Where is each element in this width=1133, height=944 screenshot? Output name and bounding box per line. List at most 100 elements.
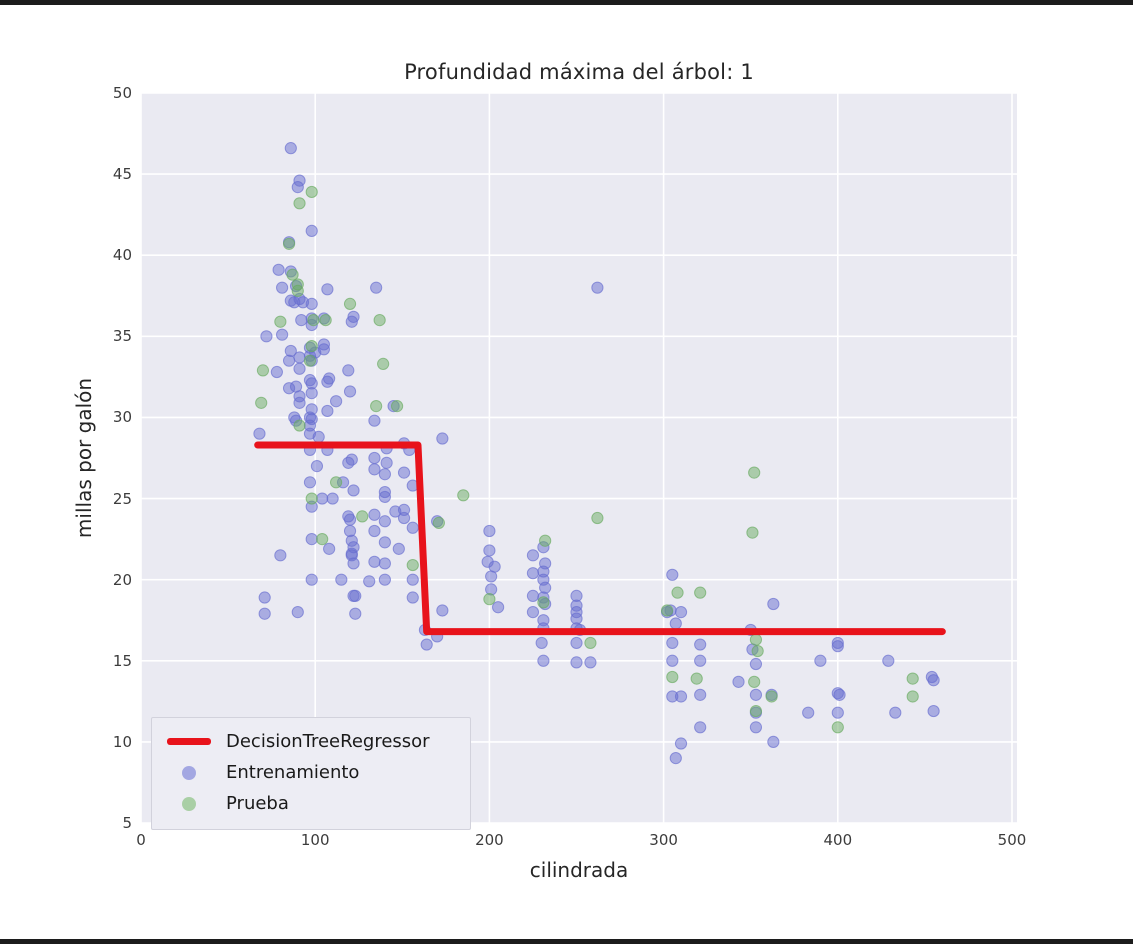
scatter-point	[694, 721, 707, 734]
scatter-point	[293, 419, 306, 432]
scatter-point	[316, 533, 329, 546]
scatter-point	[660, 604, 674, 617]
scatter-point	[319, 314, 332, 327]
scatter-point	[748, 675, 761, 688]
green-dot-icon	[182, 796, 196, 811]
scatter-point	[378, 515, 391, 528]
scatter-point	[370, 281, 383, 294]
scatter-point	[674, 690, 688, 703]
scatter-point	[748, 466, 761, 479]
scatter-point	[260, 330, 273, 343]
scatter-point	[537, 596, 550, 609]
scatter-point	[343, 385, 357, 398]
scatter-point	[342, 456, 355, 469]
legend-row-train: Entrenamiento	[160, 757, 460, 788]
scatter-point	[305, 573, 318, 586]
x-tick-label: 400	[823, 831, 853, 849]
x-tick-label: 0	[136, 831, 146, 849]
scatter-point	[669, 617, 682, 630]
scatter-point	[749, 657, 763, 671]
scatter-point	[751, 644, 764, 658]
scatter-point	[397, 511, 411, 525]
y-tick-label: 5	[122, 814, 132, 832]
scatter-point	[368, 555, 381, 568]
scatter-point	[814, 654, 827, 667]
scatter-point	[321, 283, 334, 296]
scatter-point	[483, 544, 496, 557]
scatter-point	[345, 315, 358, 328]
regression-step-line	[254, 441, 946, 636]
scatter-point	[584, 636, 597, 650]
scatter-point	[303, 354, 317, 367]
scatter-point	[732, 675, 745, 688]
scatter-point	[436, 604, 449, 617]
scatter-point	[377, 357, 390, 371]
scatter-point	[526, 589, 540, 602]
scatter-point	[370, 399, 383, 413]
y-tick-label: 40	[112, 246, 132, 265]
scatter-point	[749, 688, 763, 701]
scatter-point	[373, 314, 386, 327]
scatter-point	[526, 567, 540, 580]
scatter-point	[293, 351, 306, 364]
plot-area	[141, 93, 1017, 823]
scatter-point	[272, 263, 285, 276]
scatter-point	[321, 404, 334, 418]
scatter-point	[368, 414, 381, 427]
x-axis-label: cilindrada	[529, 858, 629, 882]
scatter-point	[342, 364, 355, 377]
scatter-point	[485, 570, 498, 583]
y-tick-label: 25	[112, 489, 132, 508]
scatter-point	[343, 297, 357, 310]
scatter-point	[305, 339, 318, 353]
scatter-point	[882, 654, 895, 667]
scatter-point	[749, 704, 763, 718]
y-tick-label: 20	[112, 570, 132, 589]
x-tick-label: 500	[997, 831, 1027, 849]
scatter-point	[282, 354, 296, 367]
scatter-point	[305, 387, 318, 400]
scatter-point	[906, 672, 919, 685]
scatter-point	[368, 451, 381, 465]
scatter-point	[666, 568, 679, 581]
scatter-point	[492, 601, 505, 614]
scatter-point	[307, 314, 320, 327]
scatter-point	[378, 468, 391, 481]
scatter-point	[291, 180, 304, 194]
scatter-point	[368, 508, 381, 521]
legend-label-regressor: DecisionTreeRegressor	[226, 731, 430, 752]
y-tick-label: 10	[112, 732, 132, 751]
scatter-point	[436, 432, 449, 445]
scatter-point	[305, 492, 318, 505]
y-tick-label: 50	[112, 84, 132, 102]
scatter-point	[406, 558, 419, 572]
scatter-point	[258, 607, 271, 620]
blue-dot-icon	[182, 765, 196, 780]
scatter-point	[255, 396, 268, 409]
scatter-point	[390, 399, 404, 413]
scatter-point	[906, 690, 919, 703]
scatter-point	[330, 476, 343, 489]
scatter-point	[535, 636, 548, 650]
chart-title: Profundidad máxima del árbol: 1	[404, 60, 754, 84]
x-tick-label: 300	[649, 831, 678, 849]
scatter-point	[694, 688, 707, 701]
scatter-point	[537, 654, 550, 667]
x-tick-label: 100	[300, 831, 330, 849]
scatter-point	[591, 511, 604, 525]
scatter-point	[765, 690, 778, 703]
scatter-point	[666, 654, 679, 667]
scatter-point	[343, 513, 357, 526]
scatter-point	[432, 516, 445, 529]
scatter-point	[380, 456, 393, 469]
scatter-point	[335, 573, 348, 586]
scatter-point	[284, 142, 297, 155]
scatter-point	[406, 591, 419, 604]
scatter-point	[295, 314, 308, 327]
scatter-point	[256, 364, 270, 377]
y-axis-label: millas por galón	[72, 377, 96, 539]
scatter-point	[570, 656, 583, 669]
scatter-point	[356, 510, 369, 523]
scatter-point	[889, 706, 902, 719]
scatter-point	[291, 284, 304, 298]
